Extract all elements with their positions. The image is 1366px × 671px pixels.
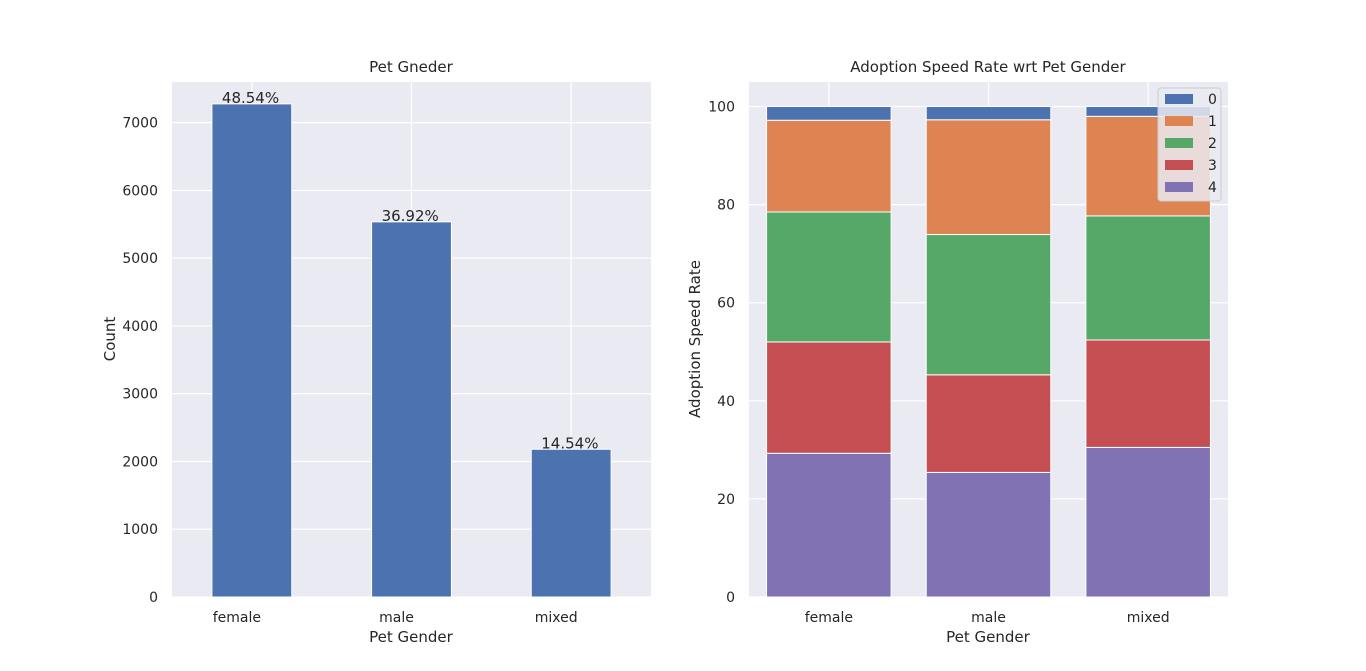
right-x-tick-label: male: [971, 610, 1006, 626]
left-x-tick-label: mixed: [535, 610, 578, 626]
left-bar-data-label: 36.92%: [382, 207, 439, 225]
legend-swatch-4: [1165, 182, 1193, 192]
left-y-tick-label: 7000: [122, 116, 158, 132]
right-y-tick-label: 60: [717, 296, 735, 312]
left-bar-mixed: [530, 448, 612, 598]
right-chart-title: Adoption Speed Rate wrt Pet Gender: [850, 58, 1126, 76]
right-x-tick-label: female: [805, 610, 853, 626]
right-segment-mixed-3: [1085, 339, 1211, 448]
left-y-tick-label: 5000: [122, 251, 158, 267]
right-y-axis-label: Adoption Speed Rate: [686, 260, 704, 418]
right-segment-female-1: [766, 119, 892, 213]
left-x-tick-label: male: [379, 610, 414, 626]
legend-swatch-3: [1165, 160, 1193, 170]
right-segment-female-2: [766, 211, 892, 343]
left-x-axis-label: Pet Gender: [369, 628, 453, 646]
left-bar-male: [371, 221, 452, 598]
left-y-tick-label: 6000: [122, 183, 158, 199]
legend-swatch-2: [1165, 138, 1193, 148]
left-y-tick-label: 1000: [122, 522, 158, 538]
left-x-tick-label: female: [213, 610, 261, 626]
legend-label-0: 0: [1208, 92, 1217, 108]
left-y-tick-label: 3000: [122, 387, 158, 403]
left-y-tick-label: 2000: [122, 454, 158, 470]
legend: 0 1 2 3 4: [1157, 87, 1222, 202]
left-y-tick-label: 4000: [122, 319, 158, 335]
right-segment-male-0: [925, 106, 1052, 121]
left-bar-data-labels: 48.54% 36.92% 14.54%: [222, 89, 599, 452]
pet-gender-count-chart: 0 1000 2000 3000 4000 5000 6000 7000 female male…: [101, 58, 651, 646]
left-bar-data-label: 14.54%: [541, 434, 598, 452]
right-y-tick-labels: 0 20 40 60 80 100: [708, 100, 735, 606]
left-chart-title: Pet Gneder: [369, 58, 453, 76]
right-segment-female-3: [766, 341, 892, 454]
right-segment-female-0: [766, 106, 892, 121]
legend-label-3: 3: [1208, 158, 1217, 174]
legend-label-4: 4: [1208, 180, 1217, 196]
legend-swatch-1: [1165, 116, 1193, 126]
right-x-tick-label: mixed: [1127, 610, 1170, 626]
right-segment-male-4: [925, 471, 1052, 598]
right-segment-mixed-4: [1085, 446, 1211, 598]
left-y-tick-label: 0: [149, 590, 158, 606]
right-x-tick-labels: female male mixed: [805, 610, 1170, 626]
right-stacked-bars: [766, 106, 1211, 598]
left-y-axis-label: Count: [101, 317, 119, 362]
left-y-tick-labels: 0 1000 2000 3000 4000 5000 6000 7000: [122, 116, 158, 606]
right-y-tick-label: 100: [708, 100, 735, 116]
legend-swatch-0: [1165, 94, 1193, 104]
right-segment-female-4: [766, 452, 892, 598]
legend-label-2: 2: [1208, 136, 1217, 152]
left-bar-female: [211, 103, 293, 598]
right-segment-male-2: [925, 234, 1052, 376]
right-segment-male-1: [925, 119, 1052, 236]
right-segment-mixed-2: [1085, 215, 1211, 341]
right-y-tick-label: 0: [726, 590, 735, 606]
right-x-axis-label: Pet Gender: [946, 628, 1030, 646]
right-y-tick-label: 20: [717, 492, 735, 508]
left-x-tick-labels: female male mixed: [213, 610, 578, 626]
right-y-tick-label: 80: [717, 198, 735, 214]
legend-label-1: 1: [1208, 114, 1217, 130]
right-segment-male-3: [925, 374, 1052, 473]
left-bars: [211, 103, 612, 598]
right-y-tick-label: 40: [717, 394, 735, 410]
left-bar-data-label: 48.54%: [222, 89, 279, 107]
